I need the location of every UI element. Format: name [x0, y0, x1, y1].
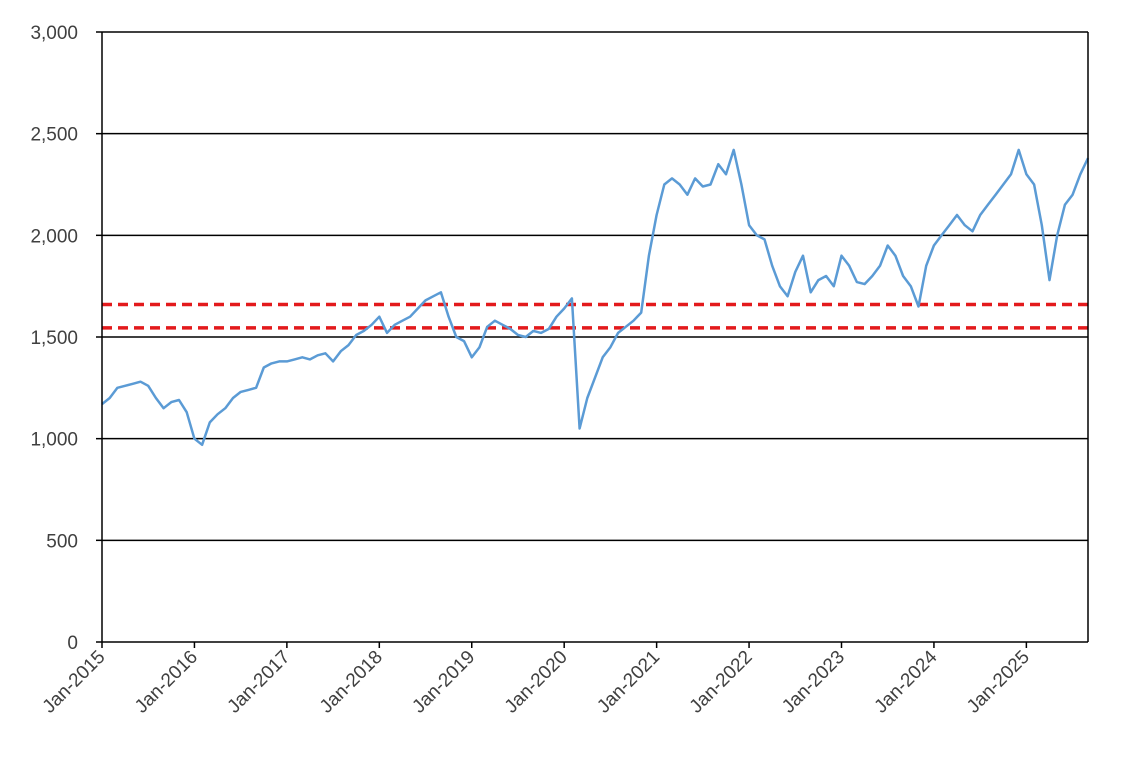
x-tick-label: Jan-2024 [871, 646, 942, 717]
y-tick-label: 0 [67, 633, 78, 654]
x-tick-label: Jan-2015 [39, 647, 110, 718]
x-tick-label: Jan-2022 [686, 647, 757, 718]
y-tick-labels: 0 500 1,000 1,500 2,000 2,500 3,000 [30, 23, 78, 654]
reference-lines [102, 302, 1088, 330]
x-tick-label: Jan-2017 [224, 647, 295, 718]
x-tick-label: Jan-2019 [408, 647, 479, 718]
series [101, 148, 1090, 447]
y-tick-label: 1,000 [30, 430, 78, 451]
series-line-0 [101, 148, 1090, 447]
y-tick-label: 500 [46, 531, 78, 552]
y-tick-label: 2,000 [30, 226, 78, 247]
x-tick-label: Jan-2018 [316, 647, 387, 718]
y-tick-label: 2,500 [30, 125, 78, 146]
x-tick-label: Jan-2025 [963, 647, 1034, 718]
axes [96, 31, 1089, 648]
x-tick-label: Jan-2021 [593, 647, 664, 718]
x-tick-labels: Jan-2015 Jan-2016 Jan-2017 Jan-2018 Jan-2019… [39, 646, 1034, 717]
y-tick-label: 3,000 [30, 23, 78, 44]
y-tick-label: 1,500 [30, 328, 78, 349]
x-tick-label: Jan-2016 [131, 647, 202, 718]
x-tick-label: Jan-2023 [778, 647, 849, 718]
x-tick-label: Jan-2020 [501, 647, 572, 718]
gridlines [102, 31, 1088, 542]
